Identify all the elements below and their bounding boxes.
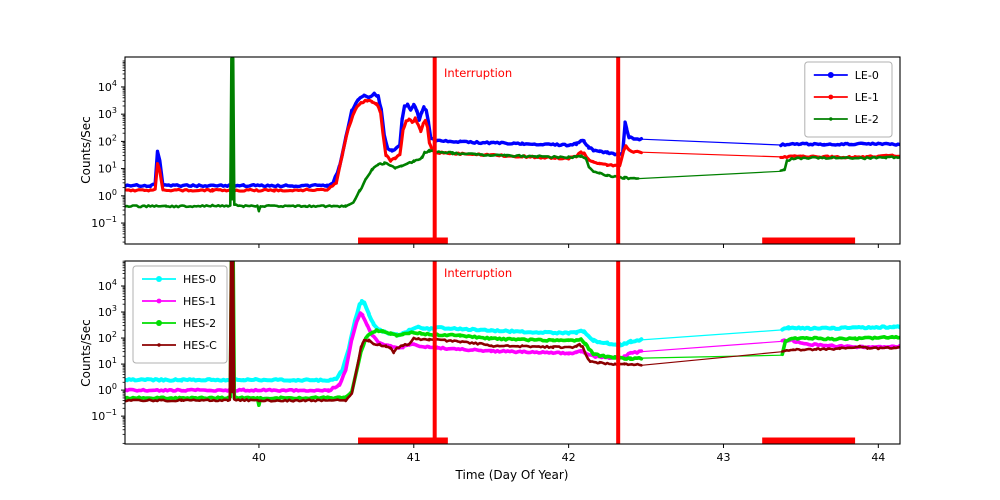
interruption-bar <box>358 237 448 244</box>
interruption-bar <box>358 437 448 444</box>
legend-label: LE-2 <box>855 113 879 126</box>
gap-line <box>641 351 783 366</box>
series-line-LE-2 <box>125 57 640 213</box>
ytick-label: 101 <box>98 161 117 176</box>
legend-marker <box>827 72 834 78</box>
legend-label: HES-2 <box>183 317 216 330</box>
legend-label: HES-1 <box>183 295 216 308</box>
legend-label: LE-0 <box>855 69 879 82</box>
interruption-bar <box>762 437 856 444</box>
series-LE-2 <box>125 57 900 213</box>
series-HES-C <box>125 261 900 403</box>
legend-entry-HES-C: HES-C <box>142 339 217 352</box>
gap-line <box>641 138 781 146</box>
panel-top-axes: 10−1 100 101 102 103 104 <box>91 56 901 248</box>
legend-marker <box>157 343 161 347</box>
series-line-HES-2 <box>125 261 644 407</box>
ytick-label: 103 <box>98 304 117 319</box>
ytick-label: 10−1 <box>91 215 117 230</box>
legend-bottom: HES-0 HES-1 HES-2 HES-C <box>132 265 228 364</box>
ytick-label: 10−1 <box>91 408 117 423</box>
gap-line <box>641 329 783 341</box>
legend-box <box>804 61 893 138</box>
series-line-LE-1 <box>125 98 643 193</box>
series-HES-2 <box>125 261 900 407</box>
legend-label: LE-1 <box>855 91 879 104</box>
series-line-HES-C <box>125 261 643 403</box>
legend-entry-LE-0: LE-0 <box>813 69 879 82</box>
gap-line <box>641 340 783 353</box>
ytick-label: 100 <box>98 382 117 397</box>
gap-line <box>641 354 783 359</box>
xtick-label: 42 <box>562 451 576 464</box>
legend-marker <box>156 320 162 326</box>
legend-entry-HES-2: HES-2 <box>142 317 216 330</box>
y-axis-label-bottom: Counts/Sec <box>79 319 93 387</box>
panel-top-data <box>125 57 900 244</box>
legend-entry-LE-2: LE-2 <box>813 113 879 126</box>
legend-entry-HES-0: HES-0 <box>142 273 216 286</box>
gap-line <box>641 151 781 158</box>
ytick-label: 104 <box>98 79 117 94</box>
legend-marker <box>828 94 834 100</box>
xtick-label: 41 <box>407 451 421 464</box>
legend-marker <box>156 298 162 304</box>
interruption-bar <box>762 237 856 244</box>
ytick-label: 103 <box>98 106 117 121</box>
ytick-label: 100 <box>98 188 117 203</box>
legend-top: LE-0 LE-1 LE-2 <box>804 61 893 138</box>
legend-entry-HES-1: HES-1 <box>142 295 216 308</box>
x-axis-label: Time (Day Of Year) <box>455 468 569 482</box>
series-line-HES-1 <box>780 337 900 350</box>
series-line-HES-1 <box>125 311 644 393</box>
y-axis-label-top: Counts/Sec <box>79 116 93 184</box>
series-line-LE-0 <box>125 91 644 189</box>
ytick-label: 102 <box>98 133 117 148</box>
ytick-label: 104 <box>98 278 117 293</box>
legend-label: HES-C <box>183 339 217 352</box>
interruption-label-top: Interruption <box>444 66 513 80</box>
series-line-LE-0 <box>779 141 900 148</box>
legend-box <box>132 265 228 364</box>
ytick-label: 102 <box>98 330 117 345</box>
xtick-label: 40 <box>252 451 266 464</box>
legend-entry-LE-1: LE-1 <box>813 91 879 104</box>
series-line-HES-C <box>781 344 900 353</box>
gap-line <box>638 170 781 180</box>
series-line-LE-2 <box>779 155 900 172</box>
interruption-label-bottom: Interruption <box>444 266 513 280</box>
panel-bottom-data <box>125 261 900 444</box>
ytick-label: 101 <box>98 356 117 371</box>
xtick-label: 43 <box>716 451 730 464</box>
xtick-label: 44 <box>871 451 885 464</box>
series-line-HES-2 <box>780 334 900 357</box>
series-line-HES-0 <box>780 324 900 332</box>
legend-label: HES-0 <box>183 273 216 286</box>
legend-marker <box>829 117 833 121</box>
series-LE-0 <box>125 91 900 189</box>
legend-marker <box>156 276 162 282</box>
